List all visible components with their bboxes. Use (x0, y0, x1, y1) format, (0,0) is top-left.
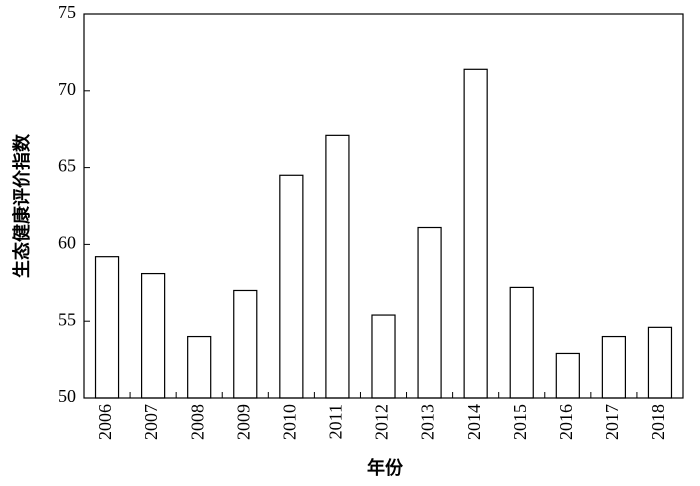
y-axis-label: 生态健康评价指数 (11, 133, 32, 278)
y-tick-label: 60 (58, 233, 76, 253)
bar (417, 226, 442, 399)
bar (279, 174, 304, 399)
x-tick-label: 2007 (141, 404, 161, 440)
x-tick-label: 2012 (372, 404, 392, 440)
x-tick-label: 2006 (95, 404, 115, 440)
x-axis-label: 年份 (367, 457, 404, 478)
bar (94, 256, 120, 399)
bar (371, 314, 396, 399)
bar (140, 272, 166, 399)
bar (187, 335, 212, 399)
x-tick-label: 2015 (510, 404, 530, 440)
x-tick-label: 2016 (556, 404, 576, 440)
y-tick-label: 50 (58, 386, 76, 406)
plot-frame (83, 13, 684, 399)
bar (601, 335, 627, 399)
x-tick-label: 2018 (648, 404, 668, 440)
y-tick-label: 70 (58, 79, 76, 99)
y-tick-label: 75 (58, 2, 76, 22)
x-tick-label: 2013 (418, 404, 438, 440)
x-tick-label: 2010 (279, 404, 299, 440)
bar (647, 326, 673, 399)
bar (509, 286, 534, 399)
bar (555, 352, 580, 399)
y-tick-label: 65 (58, 156, 76, 176)
x-tick-label: 2014 (464, 404, 484, 440)
x-tick-label: 2017 (602, 404, 622, 440)
x-tick-label: 2008 (187, 404, 207, 440)
x-tick-label: 2009 (233, 404, 253, 440)
bar (233, 289, 258, 399)
bar (463, 68, 488, 399)
y-tick-label: 55 (58, 309, 76, 329)
bar (325, 134, 350, 399)
x-tick-label: 2011 (326, 404, 346, 439)
